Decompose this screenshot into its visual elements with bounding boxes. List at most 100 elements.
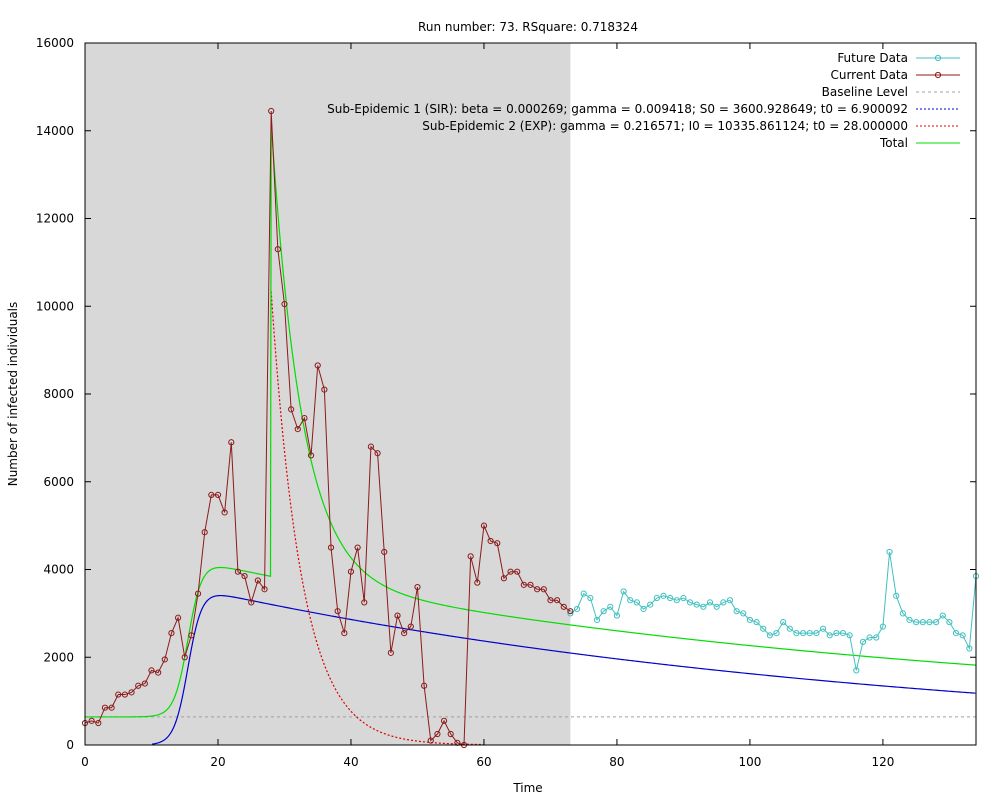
legend-label-exp: Sub-Epidemic 2 (EXP): gamma = 0.216571; …	[422, 119, 908, 133]
y-tick-label: 12000	[36, 212, 74, 226]
current-data-point	[101, 704, 109, 711]
current-data-point	[228, 439, 235, 446]
current-data-point	[294, 426, 301, 433]
future-data-point	[952, 630, 960, 637]
y-tick-label: 8000	[43, 387, 74, 401]
current-data-point	[168, 630, 175, 637]
future-data-point	[833, 630, 840, 637]
future-data-point	[919, 619, 926, 626]
legend-label-total: Total	[879, 136, 908, 150]
current-data-point	[268, 107, 275, 115]
current-data-point	[341, 630, 348, 637]
current-data-point	[327, 544, 335, 551]
current-data-point	[214, 491, 222, 499]
current-data-point	[281, 300, 288, 308]
future-data-line	[570, 551, 977, 671]
future-data-point	[906, 616, 913, 624]
current-data-point	[234, 568, 242, 575]
current-data-point	[361, 599, 368, 606]
y-axis-label: Number of infected individuals	[6, 302, 20, 487]
future-data-point	[813, 630, 820, 637]
current-data-point	[394, 612, 401, 619]
current-data-point	[161, 656, 168, 663]
future-data-point	[600, 608, 607, 615]
current-data-point	[274, 246, 281, 253]
current-data-point	[387, 649, 394, 656]
future-data-point	[700, 603, 707, 610]
future-data-point	[806, 630, 813, 637]
future-data-point	[653, 594, 660, 602]
current-data-point	[254, 577, 261, 584]
future-data-point	[706, 599, 714, 606]
future-data-point	[800, 630, 807, 637]
current-data-point	[520, 581, 527, 588]
exp-subepidemic-curve	[270, 291, 484, 746]
future-data-point	[633, 599, 640, 606]
future-data-point	[773, 630, 780, 637]
current-data-point	[560, 603, 567, 610]
y-tick-label: 2000	[43, 650, 74, 664]
current-data-point	[148, 667, 155, 674]
current-data-point	[487, 537, 494, 545]
current-data-point	[527, 581, 534, 588]
current-data-point	[374, 450, 381, 457]
future-data-point	[879, 623, 887, 630]
current-data-point	[354, 544, 361, 551]
y-tick-label: 6000	[43, 475, 74, 489]
future-data-point	[686, 599, 694, 606]
future-data-point	[660, 592, 667, 599]
x-tick-label: 100	[738, 755, 761, 769]
future-data-point	[913, 619, 920, 626]
future-data-point	[733, 608, 740, 615]
future-data-point	[620, 588, 627, 595]
current-data-point	[547, 597, 554, 604]
future-data-point	[680, 594, 687, 602]
current-data-point	[108, 704, 115, 711]
x-tick-label: 60	[476, 755, 491, 769]
current-data-point	[434, 730, 441, 738]
future-data-point	[766, 632, 773, 639]
future-data-point	[573, 605, 581, 613]
future-data-point	[966, 645, 973, 652]
future-data-point	[866, 634, 873, 641]
future-data-point	[673, 597, 680, 604]
legend-label-current: Current Data	[830, 68, 908, 82]
chart-title: Run number: 73. RSquare: 0.718324	[418, 20, 638, 34]
current-data-point	[514, 568, 521, 575]
future-data-point	[793, 630, 800, 637]
current-data-point	[241, 572, 248, 580]
future-data-point	[593, 616, 601, 624]
future-data-point	[853, 667, 860, 674]
future-data-point	[753, 619, 760, 626]
future-data-point	[846, 632, 853, 639]
future-data-point	[726, 597, 734, 604]
current-data-point	[440, 717, 448, 724]
future-data-point	[926, 619, 933, 626]
total-fit-curve	[85, 122, 976, 718]
current-data-point	[447, 730, 454, 738]
current-data-point	[540, 586, 547, 593]
current-data-point	[88, 717, 95, 724]
future-data-point	[946, 619, 953, 626]
future-data-point	[826, 632, 833, 639]
future-data-point	[939, 612, 946, 619]
future-data-point	[859, 638, 867, 645]
current-data-point	[135, 682, 142, 689]
x-tick-label: 20	[210, 755, 225, 769]
current-data-point	[467, 553, 474, 560]
x-tick-label: 80	[609, 755, 624, 769]
legend-label-sir: Sub-Epidemic 1 (SIR): beta = 0.000269; g…	[327, 102, 908, 116]
future-data-point	[627, 597, 634, 604]
current-data-point	[480, 522, 488, 529]
current-data-point	[347, 568, 355, 575]
future-data-point	[959, 632, 966, 639]
current-data-point	[321, 386, 328, 393]
current-data-point	[381, 548, 388, 556]
current-data-point	[474, 579, 481, 586]
current-data-point	[367, 443, 375, 450]
current-data-point	[188, 632, 195, 639]
current-data-point	[95, 719, 102, 727]
future-data-point	[886, 548, 893, 556]
current-data-point	[307, 452, 315, 459]
x-axis-label: Time	[512, 781, 542, 795]
